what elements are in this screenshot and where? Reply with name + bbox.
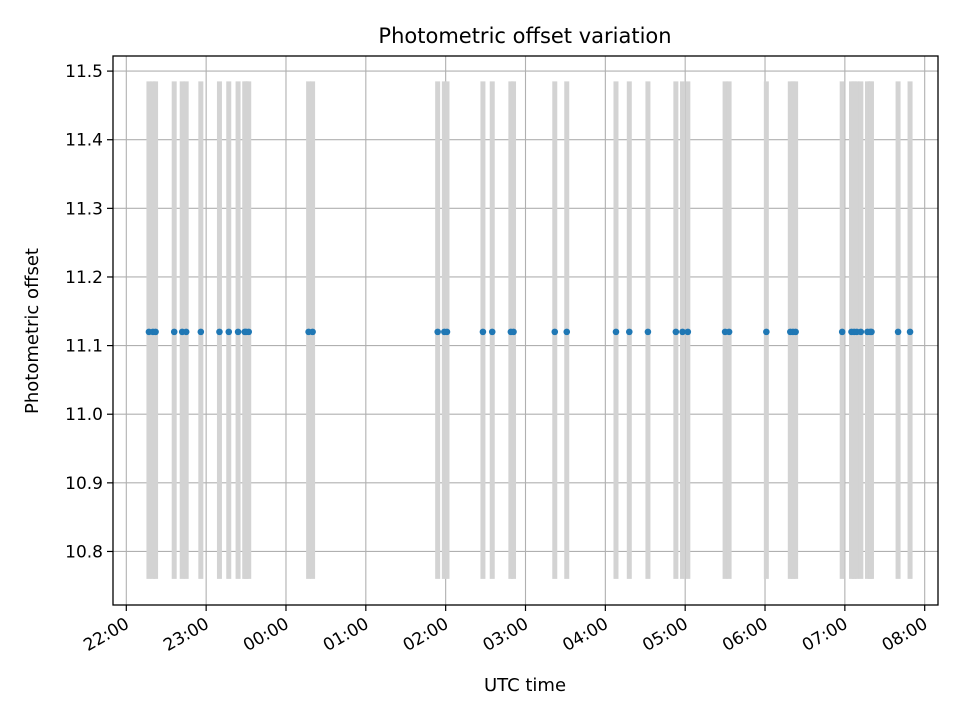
data-point (868, 328, 875, 336)
data-point (906, 328, 914, 336)
data-point (479, 328, 487, 336)
data-point (612, 328, 620, 336)
data-point (197, 328, 205, 336)
x-tick-label: 03:00 (480, 614, 532, 656)
x-tick-label: 22:00 (80, 614, 132, 656)
x-tick-label: 23:00 (160, 614, 212, 656)
data-point (309, 328, 316, 336)
data-point (510, 328, 517, 336)
y-tick-label: 11.2 (65, 268, 103, 288)
data-point (216, 328, 223, 336)
y-tick-label: 10.9 (65, 474, 103, 494)
x-axis-title: UTC time (484, 675, 566, 696)
y-tick-label: 11.5 (65, 62, 103, 82)
y-tick-label: 11.1 (65, 337, 103, 357)
x-tick-label: 08:00 (879, 614, 931, 656)
x-tick-label: 02:00 (400, 614, 452, 656)
data-point (857, 328, 865, 336)
data-point (684, 328, 692, 336)
x-tick-label: 04:00 (559, 614, 611, 656)
data-point (551, 328, 559, 336)
data-point (625, 328, 633, 336)
data-point (234, 328, 242, 336)
x-tick-label: 05:00 (639, 614, 691, 656)
x-tick-label: 06:00 (719, 614, 771, 656)
data-point (563, 328, 571, 336)
data-point (245, 328, 253, 336)
data-point (152, 328, 159, 336)
y-axis-title: Photometric offset (22, 248, 43, 414)
data-point (792, 328, 799, 336)
data-points (145, 328, 914, 336)
data-point (679, 328, 686, 336)
y-tick-label: 11.3 (65, 199, 103, 219)
data-point (443, 328, 451, 336)
y-tick-label: 10.8 (65, 542, 103, 562)
x-tick-label: 01:00 (320, 614, 372, 656)
data-point (434, 328, 441, 336)
data-point (225, 328, 233, 336)
y-tick-label: 11.4 (65, 131, 103, 151)
data-point (672, 328, 680, 336)
data-point (725, 328, 733, 336)
data-point (488, 328, 496, 336)
y-tick-label: 11.0 (65, 405, 103, 425)
data-point (894, 328, 902, 336)
x-tick-label: 07:00 (799, 614, 851, 656)
x-tick-label: 00:00 (240, 614, 292, 656)
data-point (644, 328, 652, 336)
data-point (170, 328, 178, 336)
data-point (182, 328, 190, 336)
data-point (763, 328, 770, 336)
data-point (838, 328, 846, 336)
y-axis: 10.8 10.9 11.0 11.1 11.2 11.3 11.4 11.5 (65, 62, 113, 562)
x-axis: 22:00 23:00 00:00 01:00 02:00 03:00 04:00 05:00… (80, 605, 931, 656)
chart-title: Photometric offset variation (378, 24, 671, 48)
